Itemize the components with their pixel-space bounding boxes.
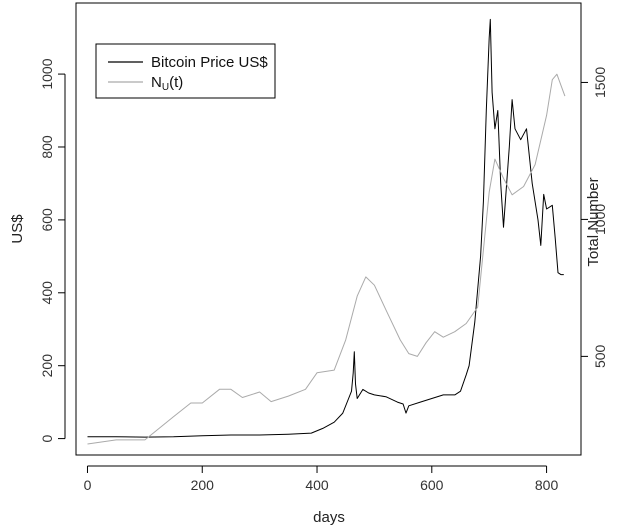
- legend-label-bitcoin: Bitcoin Price US$: [151, 54, 268, 71]
- legend-label-nu-tail: (t): [169, 74, 183, 91]
- y-tick-label-right: 500: [592, 344, 608, 368]
- series-line-bitcoin-price: [87, 18, 564, 438]
- x-tick-label: 600: [420, 477, 444, 493]
- legend-box: [95, 43, 276, 99]
- y-tick-label-left: 200: [39, 354, 55, 378]
- y-tick-label-left: 400: [39, 281, 55, 305]
- legend: Bitcoin Price US$ NU(t): [95, 43, 276, 99]
- legend-label-nu: NU(t): [151, 74, 183, 93]
- y-axis-left-title: US$: [9, 214, 26, 244]
- y-tick-label-left: 1000: [39, 58, 55, 89]
- y-tick-label-left: 0: [39, 434, 55, 442]
- y-tick-label-right: 1000: [592, 204, 608, 235]
- x-tick-label: 0: [84, 477, 92, 493]
- legend-label-nu-main: N: [151, 74, 162, 91]
- legend-label-nu-sub: U: [162, 82, 169, 93]
- y-axis-left: 0 200 400 600 800 1000: [39, 58, 66, 442]
- x-tick-label: 800: [535, 477, 559, 493]
- y-tick-label-right: 1500: [592, 67, 608, 98]
- series-lines: [87, 18, 566, 445]
- y-tick-label-left: 800: [39, 135, 55, 159]
- x-axis-title: days: [313, 509, 345, 526]
- y-axis-right: 500 1000 1500: [580, 67, 608, 368]
- x-tick-label: 400: [305, 477, 329, 493]
- y-axis-right-title: Total Number: [585, 177, 602, 266]
- series-line-nu: [87, 73, 566, 445]
- x-axis: 0 200 400 600 800: [84, 465, 559, 493]
- x-tick-label: 200: [191, 477, 215, 493]
- y-tick-label-left: 600: [39, 208, 55, 232]
